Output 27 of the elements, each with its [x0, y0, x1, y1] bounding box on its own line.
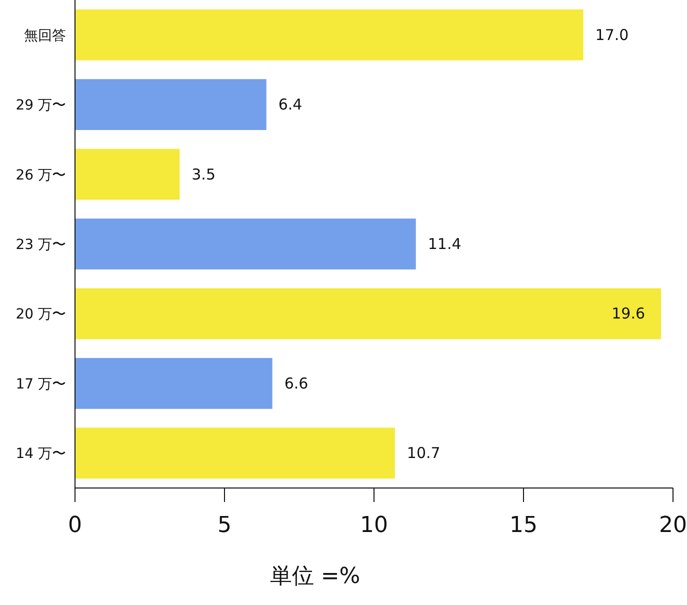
x-axis-title: 単位 =% [270, 564, 360, 589]
y-tick-label: 20 万〜 [16, 306, 66, 323]
x-tick-label: 20 [659, 513, 687, 538]
data-label: 11.4 [428, 235, 462, 253]
bar [75, 148, 180, 200]
y-tick-label: 無回答 [24, 28, 66, 44]
data-label: 19.6 [612, 304, 646, 323]
data-label: 10.7 [406, 444, 440, 462]
data-label: 6.4 [278, 96, 302, 114]
bar [75, 218, 416, 270]
bar [75, 288, 662, 340]
bar [75, 428, 395, 479]
data-label: 6.6 [284, 374, 308, 392]
x-tick-label: 10 [360, 513, 388, 538]
y-tick-label: 23 万〜 [16, 237, 66, 253]
x-tick-label: 0 [68, 513, 82, 538]
bar [75, 9, 584, 60]
y-tick-label: 14 万〜 [16, 446, 66, 462]
data-label: 17.0 [595, 26, 629, 44]
y-tick-label: 29 万〜 [16, 98, 66, 114]
data-label: 3.5 [192, 165, 216, 184]
bar [75, 358, 272, 409]
bar [75, 79, 266, 130]
x-tick-label: 15 [510, 513, 538, 538]
y-tick-label: 17 万〜 [16, 376, 66, 392]
y-tick-label: 26 万〜 [16, 167, 66, 184]
x-tick-label: 5 [218, 513, 232, 538]
